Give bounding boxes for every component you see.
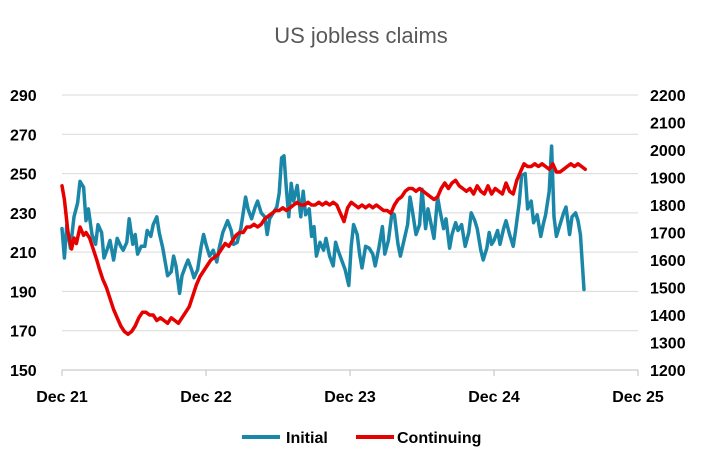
- series-layer: [60, 144, 587, 337]
- left-axis: 150 170 190 210 230 250 270 290: [10, 88, 37, 380]
- right-tick-label: 1200: [650, 363, 686, 380]
- x-tick-label: Dec 22: [180, 389, 232, 406]
- right-tick-label: 2100: [650, 116, 686, 133]
- left-tick-label: 290: [10, 88, 37, 105]
- right-tick-label: 1500: [650, 281, 686, 298]
- left-tick-label: 250: [10, 167, 37, 184]
- left-tick-label: 150: [10, 363, 37, 380]
- legend-label-continuing: Continuing: [397, 430, 481, 447]
- right-tick-label: 2200: [650, 88, 686, 105]
- gridlines: [62, 94, 638, 332]
- left-tick-label: 190: [10, 284, 37, 301]
- left-tick-label: 170: [10, 324, 37, 341]
- x-axis: Dec 21 Dec 22 Dec 23 Dec 24 Dec 25: [36, 369, 664, 406]
- right-tick-label: 1300: [650, 336, 686, 353]
- left-tick-label: 230: [10, 206, 37, 223]
- series-line-initial: [60, 144, 586, 296]
- legend: Initial Continuing: [242, 430, 481, 447]
- right-tick-label: 1400: [650, 308, 686, 325]
- right-axis: 1200 1300 1400 1500 1600 1700 1800 1900 2000 2100…: [650, 88, 686, 380]
- x-tick-label: Dec 23: [324, 389, 376, 406]
- right-tick-label: 1900: [650, 171, 686, 188]
- left-tick-label: 210: [10, 245, 37, 262]
- x-tick-label: Dec 24: [468, 389, 520, 406]
- x-tick-label: Dec 21: [36, 389, 88, 406]
- series-line-continuing: [60, 162, 587, 337]
- x-tick-label: Dec 25: [612, 389, 664, 406]
- left-tick-label: 270: [10, 127, 37, 144]
- chart-title: US jobless claims: [274, 23, 448, 48]
- right-tick-label: 1600: [650, 253, 686, 270]
- legend-label-initial: Initial: [286, 430, 328, 447]
- right-tick-label: 2000: [650, 143, 686, 160]
- right-tick-label: 1700: [650, 226, 686, 243]
- right-tick-label: 1800: [650, 198, 686, 215]
